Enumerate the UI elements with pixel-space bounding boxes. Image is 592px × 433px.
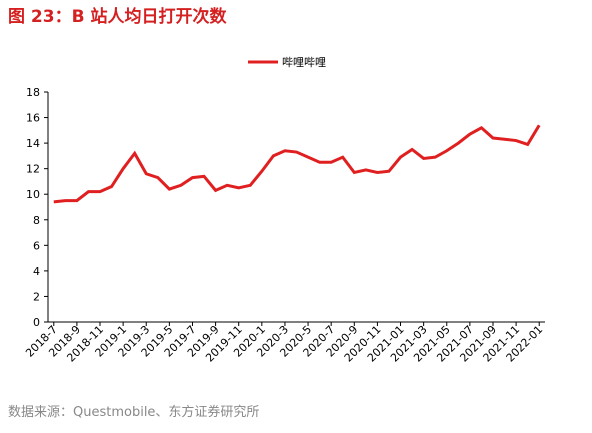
y-tick-label: 0 bbox=[33, 316, 40, 329]
legend-label: 哔哩哔哩 bbox=[282, 56, 326, 69]
y-tick-label: 8 bbox=[33, 214, 40, 227]
y-tick-label: 12 bbox=[26, 163, 40, 176]
y-tick-label: 2 bbox=[33, 290, 40, 303]
line bbox=[53, 124, 541, 204]
y-tick-label: 18 bbox=[26, 86, 40, 99]
chart-title: 图 23：B 站人均日打开次数 bbox=[8, 6, 227, 27]
y-tick-label: 6 bbox=[33, 239, 40, 252]
y-tick-label: 10 bbox=[26, 188, 40, 201]
y-tick-label: 4 bbox=[33, 265, 40, 278]
y-tick-label: 14 bbox=[26, 137, 40, 150]
y-tick-label: 16 bbox=[26, 112, 40, 125]
source: 数据来源：Questmobile、东方证券研究所 bbox=[8, 404, 259, 420]
